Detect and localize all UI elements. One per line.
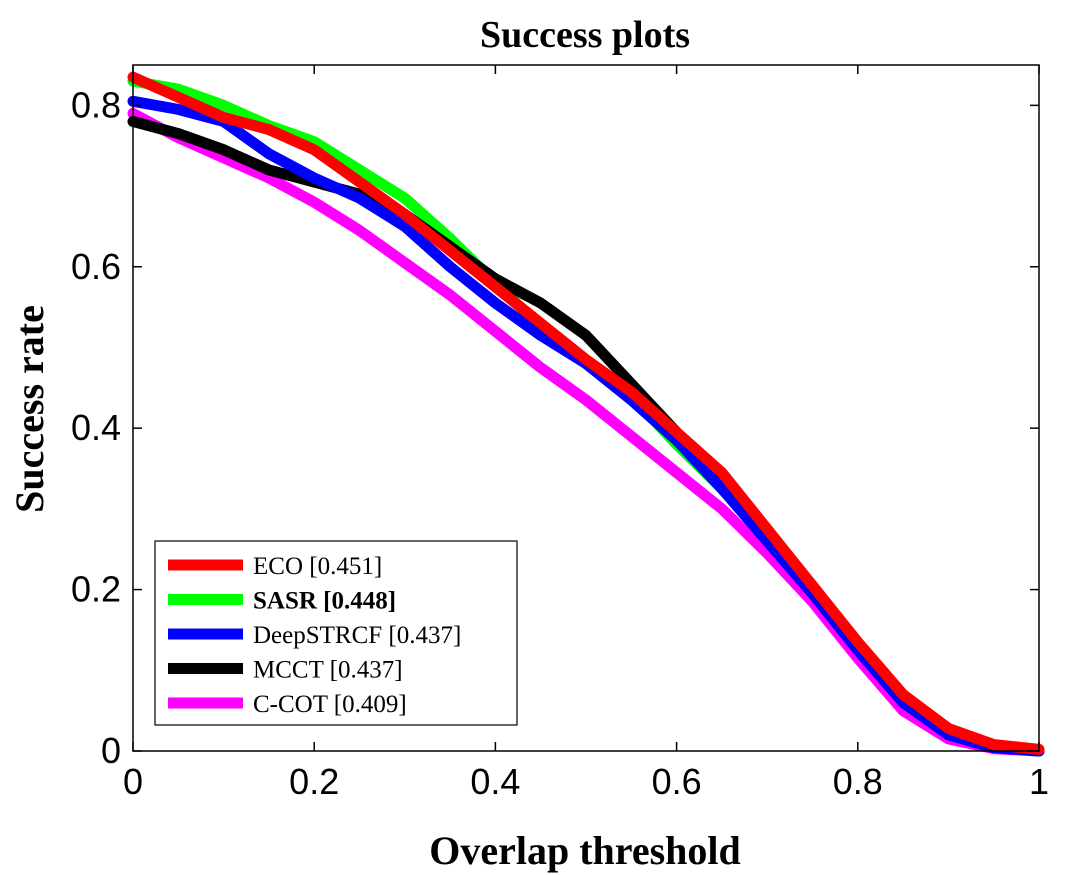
ticks-layer: 0 0.2 0.4 0.6 0.8 1 0 0.2 0.4 0.6 0.8 <box>71 65 1049 802</box>
y-tick-label: 0.2 <box>71 569 121 610</box>
legend-label-mcct: MCCT [0.437] <box>253 657 403 684</box>
x-tick-label: 0.2 <box>289 761 339 802</box>
series-layer <box>127 71 1045 757</box>
x-tick-label: 0.8 <box>833 761 883 802</box>
legend-label-eco: ECO [0.451] <box>253 553 382 580</box>
x-tick-label: 0.4 <box>470 761 520 802</box>
chart-title: Success plots <box>480 14 690 56</box>
y-tick-label: 0.6 <box>71 246 121 287</box>
x-axis-label: Overlap threshold <box>429 828 741 873</box>
axes-layer <box>132 64 1040 752</box>
legend-label-sasr: SASR [0.448] <box>253 588 396 615</box>
x-tick-label: 0.6 <box>652 761 702 802</box>
plot-frame <box>132 64 1040 752</box>
legend: ECO [0.451] SASR [0.448] DeepSTRCF [0.437]… <box>154 540 518 726</box>
legend-label-c-cot: C-COT [0.409] <box>253 691 407 718</box>
y-tick-label: 0 <box>101 730 121 771</box>
y-tick-label: 0.4 <box>71 407 121 448</box>
legend-label-deepstrcf: DeepSTRCF [0.437] <box>253 622 461 649</box>
series-line-eco <box>127 71 1045 755</box>
x-tick-label: 0 <box>123 761 143 802</box>
x-tick-label: 1 <box>1029 761 1049 802</box>
y-tick-label: 0.8 <box>71 84 121 125</box>
y-axis-label: Success rate <box>7 305 52 513</box>
